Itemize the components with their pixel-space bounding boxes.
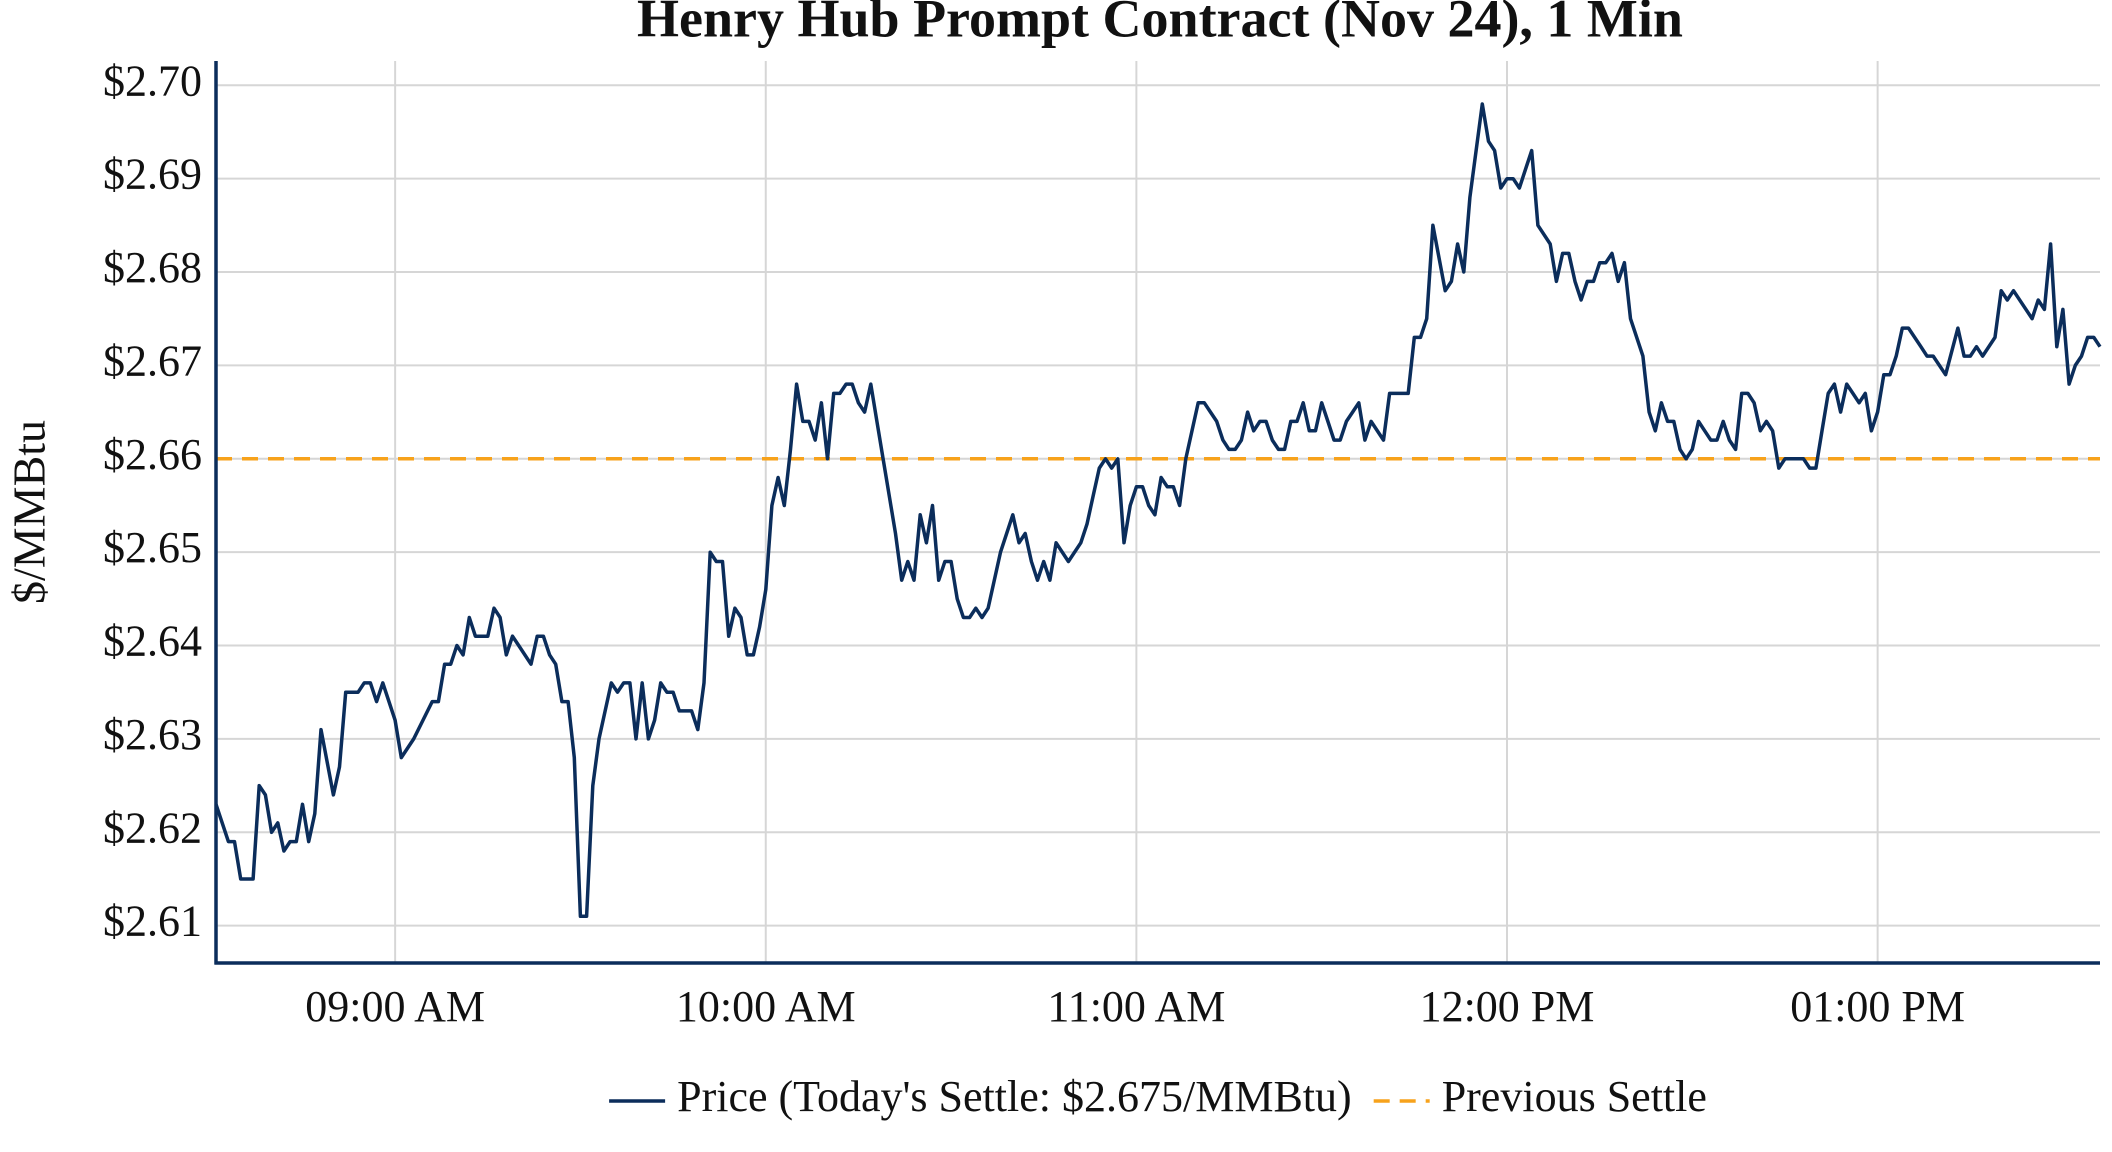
y-tick-label: $2.70 — [103, 56, 202, 105]
y-tick-label: $2.64 — [103, 617, 202, 666]
legend-label: Previous Settle — [1442, 1072, 1707, 1121]
x-tick-label: 12:00 PM — [1420, 982, 1595, 1031]
y-tick-label: $2.69 — [103, 150, 202, 199]
legend: Price (Today's Settle: $2.675/MMBtu) Prev… — [609, 1072, 1707, 1121]
y-tick-label: $2.65 — [103, 523, 202, 572]
y-axis-label: $/MMBtu — [4, 420, 55, 604]
y-tick-label: $2.63 — [103, 710, 202, 759]
x-tick-label: 11:00 AM — [1047, 982, 1225, 1031]
x-tick-label: 01:00 PM — [1790, 982, 1965, 1031]
y-tick-label: $2.61 — [103, 897, 202, 946]
legend-label: Price (Today's Settle: $2.675/MMBtu) — [677, 1072, 1352, 1121]
x-tick-label: 09:00 AM — [305, 982, 485, 1031]
price-line — [214, 102, 2102, 919]
y-tick-label: $2.67 — [103, 336, 202, 385]
y-tick-label: $2.66 — [103, 430, 202, 479]
x-tick-label: 10:00 AM — [676, 982, 856, 1031]
chart-title: Henry Hub Prompt Contract (Nov 24), 1 Mi… — [637, 0, 1683, 48]
y-tick-label: $2.62 — [103, 803, 202, 852]
y-tick-label: $2.68 — [103, 243, 202, 292]
